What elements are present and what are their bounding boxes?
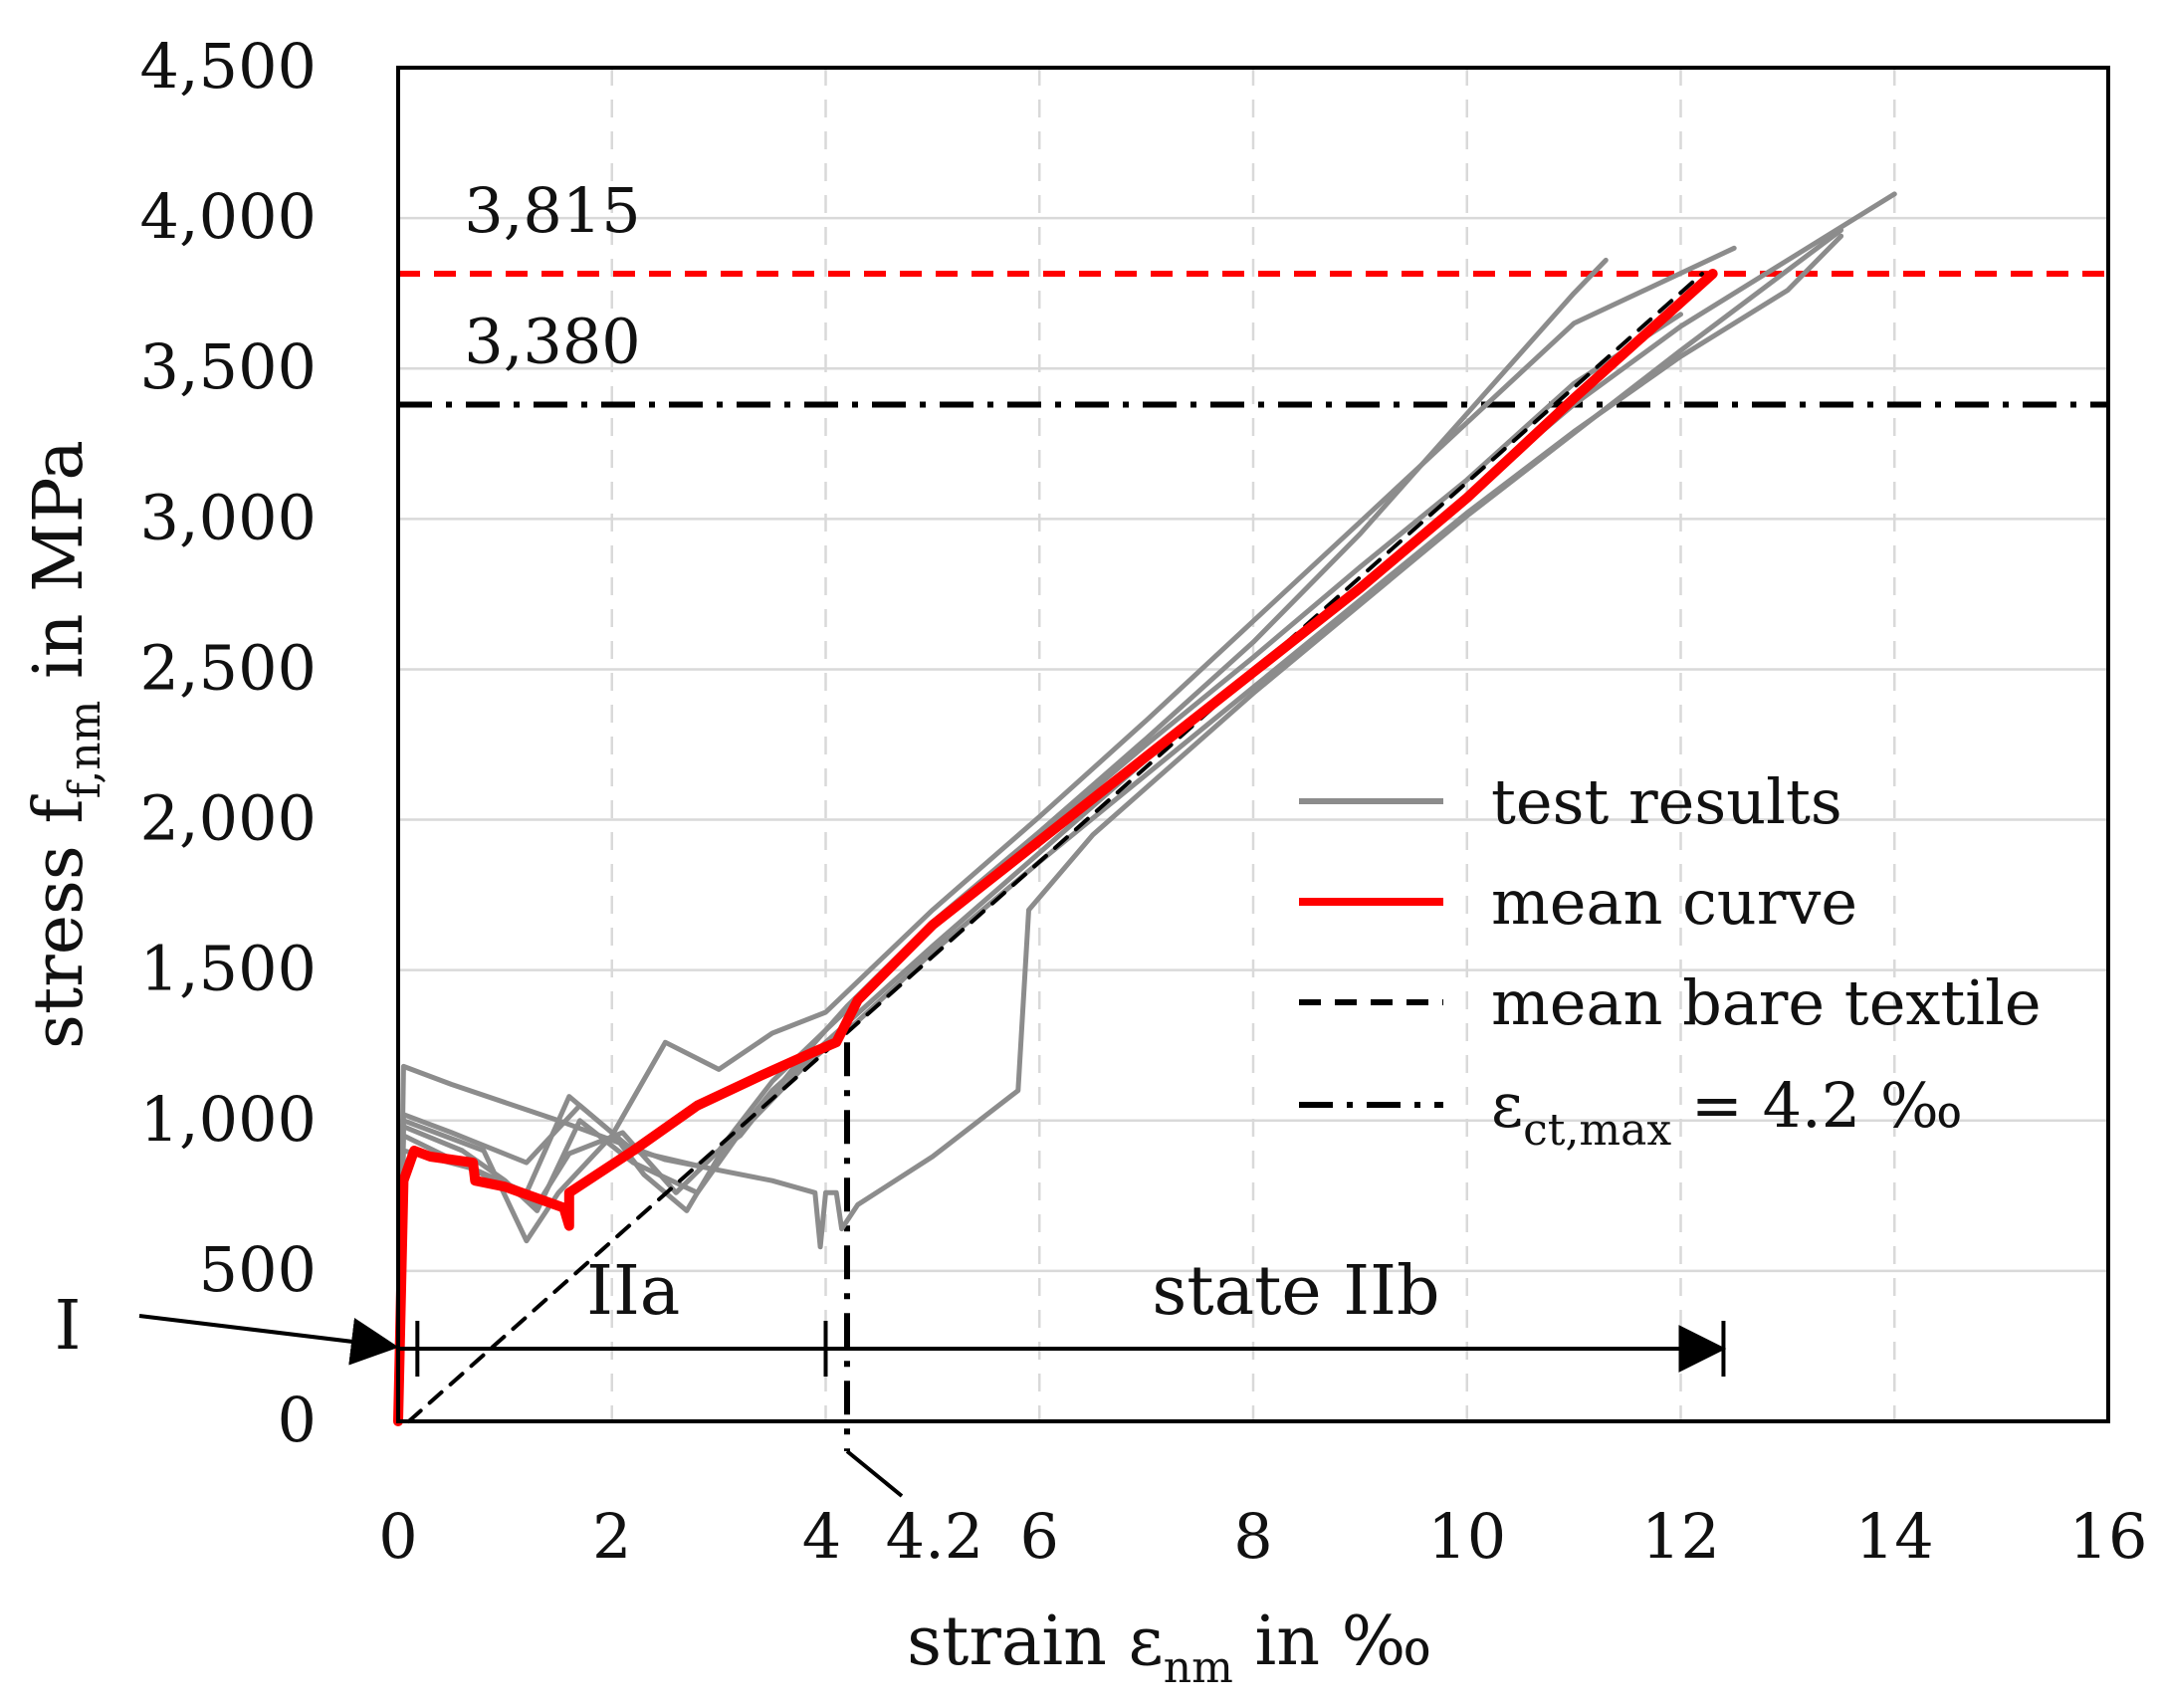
y-tick-label: 3,000 xyxy=(140,481,318,553)
y-axis-title-main: stress f xyxy=(20,794,99,1049)
x-axis-title-main: strain ε xyxy=(907,1602,1164,1681)
legend-label-test: test results xyxy=(1491,765,1842,838)
y-tick-label: 1,000 xyxy=(140,1083,318,1156)
state-IIa-label: IIa xyxy=(586,1252,680,1331)
x-axis-title: strain εnm in ‰ xyxy=(907,1602,1432,1693)
y-tick-label: 0 xyxy=(278,1384,317,1456)
plot-frame xyxy=(396,66,2110,1423)
x-tick-label: 12 xyxy=(1641,1500,1720,1573)
reference-lines: 3,815 3,380 xyxy=(398,174,2108,1498)
y-axis-title-tail: in MPa xyxy=(20,440,99,701)
ref-label-bare_strength: 3,380 xyxy=(464,305,641,377)
series-line-test xyxy=(395,245,1737,1424)
ref-leader-eps_ct_max xyxy=(845,1449,904,1498)
y-tick-label: 2,500 xyxy=(140,631,318,704)
tick-labels: 0 500 1,000 1,500 2,000 2,500 3,000 3,500 4,000 4… xyxy=(140,30,2148,1573)
legend: test results mean curve mean bare textile ε… xyxy=(1299,765,2042,1156)
x-tick-label: 4 xyxy=(802,1500,841,1573)
y-tick-label: 3,500 xyxy=(140,330,318,403)
x-tick-label-4-2: 4.2 xyxy=(886,1500,984,1573)
x-axis-title-sub: nm xyxy=(1164,1642,1233,1693)
state-annotations: I IIa state IIb xyxy=(55,1252,1727,1377)
x-tick-label: 6 xyxy=(1020,1500,1059,1573)
y-tick-label: 4,500 xyxy=(140,30,318,103)
x-tick-label: 10 xyxy=(1427,1500,1506,1573)
x-tick-label: 8 xyxy=(1233,1500,1272,1573)
x-tick-label: 16 xyxy=(2069,1500,2148,1573)
x-tick-label: 0 xyxy=(378,1500,417,1573)
y-tick-label: 4,000 xyxy=(140,180,318,253)
state-I-label: I xyxy=(55,1287,82,1366)
x-tick-label: 14 xyxy=(1855,1500,1934,1573)
y-tick-label: 2,000 xyxy=(140,782,318,855)
legend-label-ect-main: ε xyxy=(1491,1069,1523,1142)
series-line-mean xyxy=(393,269,1718,1426)
ref-label-mean_strength: 3,815 xyxy=(464,174,641,247)
legend-label-bare: mean bare textile xyxy=(1491,966,2042,1039)
legend-label-ect-sub: ct,max xyxy=(1523,1105,1671,1156)
x-tick-label: 2 xyxy=(592,1500,631,1573)
state-IIb-label: state IIb xyxy=(1152,1252,1439,1331)
legend-label-mean: mean curve xyxy=(1491,866,1857,939)
y-axis-title: stress ff,nm in MPa xyxy=(20,440,110,1049)
y-tick-label: 1,500 xyxy=(140,933,318,1005)
legend-label-ect-tail: = 4.2 ‰ xyxy=(1671,1069,1963,1142)
series-group xyxy=(393,191,1897,1426)
y-tick-label: 500 xyxy=(199,1233,317,1306)
x-axis-title-tail: in ‰ xyxy=(1233,1602,1432,1681)
legend-label-ect: εct,max = 4.2 ‰ xyxy=(1491,1069,1963,1156)
state-I-arrow xyxy=(138,1314,399,1366)
y-axis-title-sub: f,nm xyxy=(60,701,110,799)
series-line-bare-textile xyxy=(406,272,1704,1423)
